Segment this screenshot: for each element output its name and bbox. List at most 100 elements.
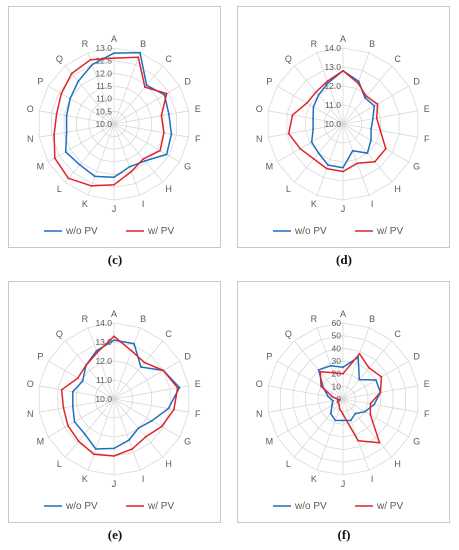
category-label: R — [311, 314, 318, 324]
grid-spoke — [113, 385, 189, 400]
radial-tick-label: 14.0 — [95, 318, 112, 328]
category-label: C — [394, 54, 401, 64]
data-point — [67, 177, 70, 180]
grid-spoke — [113, 52, 141, 125]
data-point — [326, 80, 329, 83]
data-point — [331, 404, 333, 407]
data-point — [137, 427, 140, 429]
data-point — [357, 80, 360, 83]
data-point — [336, 401, 339, 404]
legend-label: w/ PV — [147, 226, 174, 237]
data-point — [332, 396, 334, 399]
data-point — [77, 80, 80, 83]
grid-spoke — [342, 123, 410, 163]
data-point — [332, 399, 334, 402]
data-point — [329, 412, 332, 415]
radial-tick-label: 13.0 — [95, 337, 112, 347]
radar-chart-d: A B C D E F G H I J K L M N O P Q R 10.0 11.0 12.0 13.0 14.0 w/… — [256, 34, 430, 237]
data-point — [53, 157, 56, 160]
data-point — [354, 412, 357, 415]
category-label: L — [57, 459, 62, 469]
data-point — [358, 352, 361, 355]
data-point — [349, 419, 352, 422]
data-point — [376, 103, 379, 105]
grid-spoke — [39, 385, 115, 400]
category-label: E — [424, 379, 430, 389]
radial-tick-label: 10.0 — [95, 394, 112, 404]
category-label: O — [256, 104, 263, 114]
category-label: G — [413, 162, 420, 172]
data-point — [338, 403, 340, 405]
data-point — [379, 391, 382, 394]
category-label: F — [195, 134, 201, 144]
category-label: I — [142, 199, 145, 209]
category-label: P — [37, 77, 43, 87]
grid-spoke — [47, 85, 115, 125]
data-point — [315, 91, 317, 93]
category-label: G — [413, 437, 420, 447]
category-label: O — [27, 379, 34, 389]
data-point — [369, 413, 372, 416]
category-label: B — [369, 39, 375, 49]
category-label: B — [140, 39, 146, 49]
category-label: K — [82, 199, 88, 209]
data-point — [342, 372, 344, 375]
data-point — [83, 433, 86, 435]
category-label: F — [195, 409, 201, 419]
grid-spoke — [342, 340, 393, 400]
grid-spoke — [113, 123, 164, 183]
category-label: Q — [56, 329, 63, 339]
data-point — [165, 153, 168, 156]
data-point — [78, 163, 81, 166]
panel-frame — [237, 281, 450, 523]
panel-frame — [8, 6, 221, 248]
legend-label: w/ PV — [376, 501, 403, 512]
category-label: C — [165, 54, 172, 64]
grid-spoke — [64, 123, 115, 183]
grid-spoke — [64, 65, 115, 125]
data-point — [320, 385, 322, 388]
panel-caption-e: (e) — [107, 527, 123, 542]
category-label: I — [142, 474, 145, 484]
data-point — [312, 158, 315, 160]
grid-spoke — [64, 340, 115, 400]
data-point — [176, 386, 179, 389]
grid-spoke — [113, 110, 189, 125]
grid-spoke — [64, 398, 115, 458]
data-point — [312, 128, 314, 131]
data-point — [327, 395, 329, 398]
category-label: D — [413, 352, 420, 362]
data-point — [113, 57, 115, 59]
data-point — [113, 335, 115, 338]
category-label: L — [286, 184, 291, 194]
data-point — [150, 419, 153, 422]
data-point — [370, 139, 372, 142]
data-point — [91, 63, 94, 66]
data-point — [85, 364, 87, 367]
radial-tick-label: 13.0 — [324, 62, 341, 72]
radial-tick-label: 12.5 — [95, 56, 112, 66]
panel-c: A B C D E F G H I J K L M N O P Q R 10.0 10.5 11.0 11.5 12.0 12… — [0, 0, 230, 275]
radial-tick-label: 11.5 — [96, 81, 112, 91]
data-point — [351, 149, 354, 152]
legend-label: w/ PV — [376, 226, 403, 237]
category-label: B — [369, 314, 375, 324]
grid-spoke — [268, 110, 344, 125]
data-point — [378, 441, 381, 444]
data-point — [373, 403, 376, 406]
grid-spoke — [342, 65, 393, 125]
data-point — [160, 425, 163, 428]
legend-label: w/ PV — [147, 501, 174, 512]
data-point — [70, 72, 73, 75]
category-label: H — [165, 184, 172, 194]
category-label: M — [37, 162, 45, 172]
category-label: Q — [285, 329, 292, 339]
data-point — [330, 364, 332, 367]
category-label: N — [27, 134, 34, 144]
data-point — [356, 162, 359, 165]
radial-tick-label: 12.0 — [95, 68, 112, 78]
data-point — [163, 94, 166, 96]
data-point — [130, 170, 133, 173]
grid-spoke — [316, 327, 344, 400]
